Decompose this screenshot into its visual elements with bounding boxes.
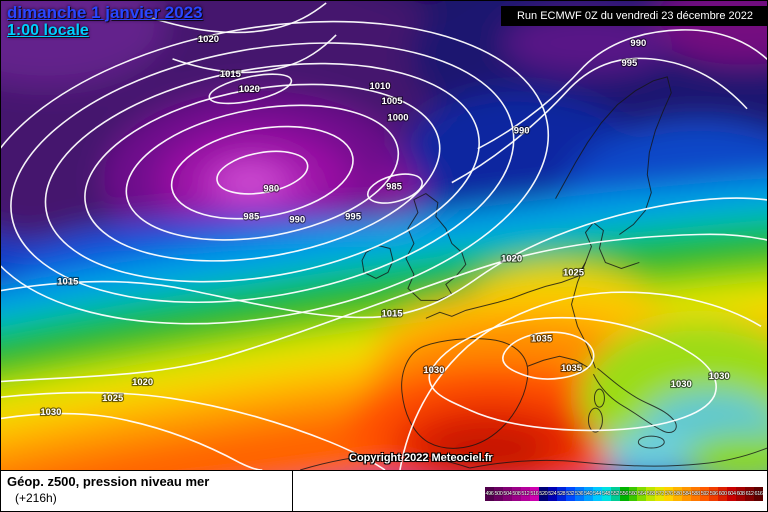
- isobar-label: 1030: [40, 407, 61, 418]
- scale-cell: 592: [700, 487, 710, 501]
- scale-cell: 520: [538, 487, 548, 501]
- isobar-label: 1000: [387, 113, 408, 124]
- isobar-label: 985: [386, 182, 402, 193]
- isobar-label: 990: [514, 126, 530, 137]
- scale-cell: 616: [754, 487, 764, 501]
- isobar-label: 1020: [501, 253, 522, 264]
- scale-cell: 580: [673, 487, 683, 501]
- isobar-label: 995: [345, 212, 361, 223]
- scale-cell: 544: [592, 487, 602, 501]
- scale-cell: 608: [736, 487, 746, 501]
- isobar-label: 1035: [531, 333, 552, 344]
- scale-cell: 572: [655, 487, 665, 501]
- scale-cell: 604: [727, 487, 737, 501]
- isobar-contours: [1, 2, 767, 470]
- scale-cell: 552: [610, 487, 620, 501]
- isobar-label: 985: [243, 212, 259, 223]
- scale-cell: 536: [574, 487, 584, 501]
- scale-cell: 512: [520, 487, 530, 501]
- weather-map-canvas: 1020 1015 1020 1010 1005 1000 990 990 995 980 985 9…: [1, 1, 767, 470]
- isobar-label: 1010: [369, 81, 390, 92]
- scale-cell: 612: [745, 487, 755, 501]
- map-title-box: Géop. z500, pression niveau mer (+216h): [1, 471, 293, 511]
- copyright-label: Copyright 2022 Meteociel.fr: [349, 452, 493, 464]
- map-title: Géop. z500, pression niveau mer: [7, 474, 210, 489]
- scale-cell: 496: [485, 487, 494, 501]
- isobar-label: 990: [630, 38, 646, 49]
- geopotential-field: [1, 1, 767, 470]
- forecast-hour-label: (+216h): [15, 491, 57, 505]
- isobar-label: 1025: [102, 393, 123, 404]
- scale-cell: 504: [502, 487, 512, 501]
- isobar-label: 1030: [423, 365, 444, 376]
- scale-cell: 564: [637, 487, 647, 501]
- scale-cell: 532: [565, 487, 575, 501]
- isobar-label: 1030: [709, 371, 730, 382]
- scale-cell: 600: [718, 487, 728, 501]
- scale-cell: 596: [709, 487, 719, 501]
- isobar-labels: 1020 1015 1020 1010 1005 1000 990 990 995 980 985 9…: [39, 33, 731, 419]
- isobar-label: 995: [621, 58, 637, 69]
- isobar-label: 1035: [561, 363, 582, 374]
- isobar-label: 1015: [220, 69, 241, 80]
- coastlines: [300, 76, 767, 470]
- model-run-banner: Run ECMWF 0Z du vendredi 23 décembre 202…: [500, 6, 767, 26]
- isobar-label: 1025: [563, 267, 584, 278]
- scale-cell: 548: [601, 487, 611, 501]
- color-scale: 496 500 504 508 512 516 520 524 528 532 536 540 544 5…: [485, 487, 764, 501]
- scale-cell: 556: [619, 487, 629, 501]
- isobar-label: 1030: [671, 379, 692, 390]
- footer-bar: Géop. z500, pression niveau mer (+216h) …: [1, 470, 767, 511]
- scale-cell: 588: [691, 487, 701, 501]
- scale-cell: 584: [682, 487, 692, 501]
- scale-cell: 568: [646, 487, 656, 501]
- scale-cell: 500: [493, 487, 503, 501]
- isobar-label: 1020: [132, 377, 153, 388]
- isobar-label: 1020: [198, 34, 219, 45]
- scale-cell: 576: [664, 487, 674, 501]
- isobar-label: 1015: [381, 308, 402, 319]
- scale-cell: 560: [628, 487, 638, 501]
- scale-cell: 524: [547, 487, 557, 501]
- scale-cell: 540: [583, 487, 593, 501]
- scale-cell: 528: [556, 487, 566, 501]
- isobar-label: 980: [263, 184, 279, 195]
- isobar-label: 1020: [239, 84, 260, 95]
- isobar-label: 1015: [57, 276, 78, 287]
- scale-cell: 508: [511, 487, 521, 501]
- weather-map: 1020 1015 1020 1010 1005 1000 990 990 995 980 985 9…: [1, 1, 767, 470]
- scale-cell: 516: [529, 487, 539, 501]
- isobar-label: 1005: [381, 96, 402, 107]
- isobar-label: 990: [289, 215, 305, 226]
